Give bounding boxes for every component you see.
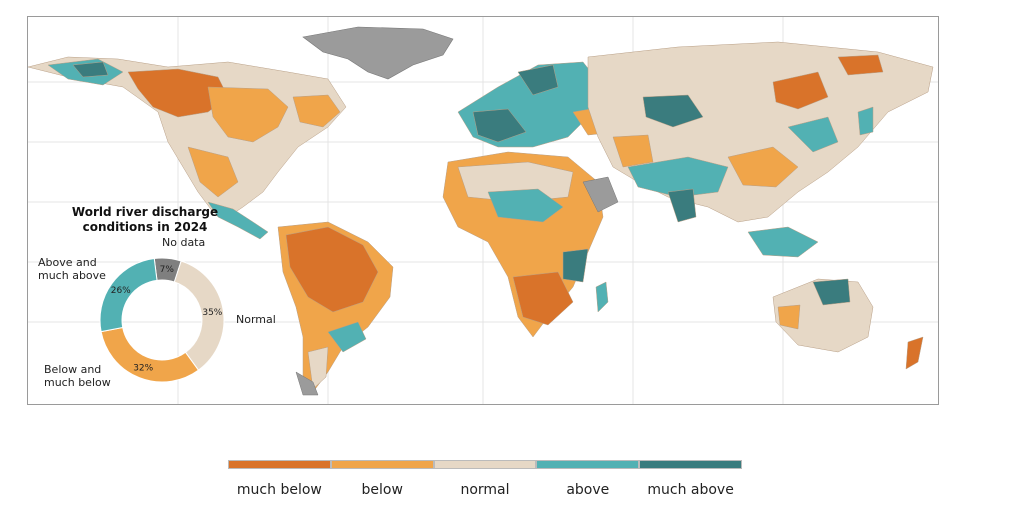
donut-title-line1: World river discharge [71, 205, 219, 219]
na-below-east [292, 94, 341, 128]
donut-percent-no_data: 7% [160, 265, 175, 275]
sa-much-below-amazon [285, 226, 379, 313]
legend-swatch-much-above [639, 460, 742, 469]
legend-label-below: below [361, 482, 403, 498]
no-data-label: No data [162, 236, 206, 249]
legend-label-much-above: much above [647, 482, 734, 498]
greenland-region [302, 26, 454, 80]
new-zealand-region [905, 336, 924, 370]
legend-label-normal: normal [460, 482, 510, 498]
legend-label-above: above [566, 482, 610, 498]
eu-much-above-west [472, 108, 527, 143]
as-above-east [787, 116, 839, 153]
legend-swatch-normal [433, 460, 537, 469]
as-below-mideast [612, 134, 654, 168]
as-nodata-arabia [582, 176, 619, 213]
below-label: Below and much below [44, 363, 111, 389]
na-much-below-west [127, 68, 229, 118]
sa-normal-patagonia [307, 346, 329, 390]
donut-slice-above [99, 257, 158, 333]
af-much-above-east [562, 248, 589, 283]
as-below-siberia [772, 71, 829, 110]
as-below-northeast [837, 54, 884, 76]
above-label-line1: Above and [38, 256, 97, 269]
au-below-west [777, 304, 801, 330]
na-above-central-america [207, 201, 269, 240]
as-above-south [627, 156, 729, 198]
as-much-above-central [642, 94, 704, 128]
japan-region [857, 106, 874, 136]
af-normal-north [457, 161, 574, 203]
as-much-above-india [667, 188, 697, 223]
below-label-line1: Below and [44, 363, 102, 376]
legend-swatch-much-below [228, 460, 331, 469]
na-below-central [207, 86, 289, 143]
world-map [27, 16, 939, 405]
af-much-below-south [512, 271, 574, 326]
normal-label: Normal [236, 313, 276, 326]
sa-nodata-tip [295, 371, 319, 396]
donut-percent-above: 26% [111, 286, 131, 296]
sa-above-south [327, 321, 367, 353]
na-much-above-alaska [72, 61, 109, 78]
donut-title-line2: conditions in 2024 [82, 220, 208, 234]
donut-chart: 7% 35% 32% 26% [99, 257, 225, 383]
legend-bar [228, 460, 742, 470]
se-asia-islands [747, 226, 819, 258]
af-above-sahel [487, 188, 564, 223]
legend-swatch-above [536, 460, 640, 469]
below-label-line2: much below [44, 376, 111, 389]
legend-swatch-below [330, 460, 434, 469]
donut-title: World river discharge conditions in 2024 [60, 205, 230, 235]
as-below-china [727, 146, 799, 188]
donut-slice-below [100, 326, 200, 383]
au-much-above-north [812, 278, 851, 306]
donut-percent-below: 32% [133, 363, 153, 373]
world-map-svg [28, 17, 938, 404]
donut-percent-normal: 35% [202, 308, 222, 318]
above-label: Above and much above [38, 256, 106, 282]
madagascar-region [595, 281, 609, 313]
above-label-line2: much above [38, 269, 106, 282]
legend-label-much-below: much below [236, 482, 322, 498]
eu-much-above-scandinavia [517, 64, 559, 96]
na-below-south [187, 146, 239, 198]
